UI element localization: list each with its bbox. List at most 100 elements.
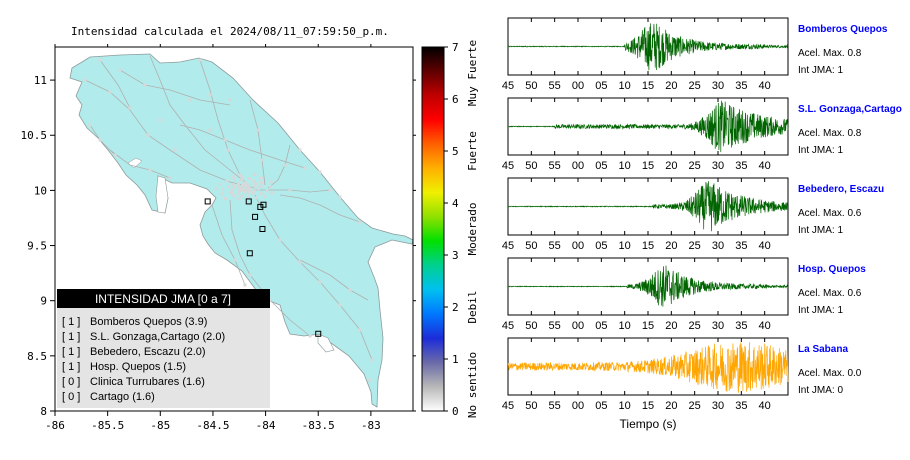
station-dot <box>318 170 322 174</box>
station-marker <box>260 201 267 208</box>
map-x-axis: -86 -85.5 -85 -84.5 -84 -83.5 -83 <box>45 44 381 432</box>
station-dot <box>246 191 250 195</box>
station-marker <box>204 198 211 205</box>
station-dot <box>98 138 102 142</box>
colorbar-category-label: Fuerte <box>466 131 479 171</box>
trace-station-name: Hosp. Quepos <box>798 264 866 275</box>
x-tick-label: -84.5 <box>196 419 229 432</box>
colorbar-category-label: Debil <box>466 290 479 323</box>
station-dot <box>173 148 177 152</box>
waveform <box>507 181 789 232</box>
station-dot <box>148 168 152 172</box>
station-dot <box>243 190 247 194</box>
station-dot <box>231 175 235 179</box>
station-dot <box>218 182 222 186</box>
station-dot <box>246 196 250 200</box>
road <box>279 194 361 223</box>
trace-x-tick-label: 15 <box>642 400 654 412</box>
trace-x-tick-label: 25 <box>689 160 701 172</box>
trace-acel-max: Acel. Max. 0.8 <box>798 128 862 139</box>
road <box>109 149 171 179</box>
trace-x-tick-label: 35 <box>735 320 747 332</box>
trace-x-tick-label: 45 <box>502 80 514 92</box>
station-dot <box>253 172 257 176</box>
seismogram-trace-panel: 45 50 55 00 05 10 15 20 25 30 35 40 Bebedero, Escazu… <box>502 177 884 252</box>
legend-entry-level: [ 0 ] <box>62 376 80 388</box>
station-dot <box>254 196 258 200</box>
station-dot <box>108 90 112 94</box>
trace-int-jma: Int JMA: 1 <box>798 145 843 156</box>
trace-acel-max: Acel. Max. 0.6 <box>798 288 862 299</box>
road <box>211 204 246 286</box>
station-dot <box>88 123 92 127</box>
trace-station-name: Bomberos Quepos <box>798 24 888 35</box>
trace-int-jma: Int JMA: 1 <box>798 305 843 316</box>
trace-int-jma: Int JMA: 1 <box>798 65 843 76</box>
station-dot <box>232 194 236 198</box>
colorbar-category-labels: No sentido Debil Moderado Fuerte Muy Fuerte <box>466 40 479 418</box>
station-dot <box>256 187 260 191</box>
station-dot <box>221 187 225 191</box>
trace-x-tick-label: 25 <box>689 320 701 332</box>
trace-int-jma: Int JMA: 1 <box>798 225 843 236</box>
colorbar-tick-label: 4 <box>452 197 459 210</box>
gulf-of-nicoya <box>155 175 169 214</box>
trace-x-tick-label: 20 <box>665 240 677 252</box>
colorbar-tick-label: 5 <box>452 145 459 158</box>
station-dot <box>236 192 240 196</box>
trace-x-tick-label: 30 <box>712 320 724 332</box>
colorbar-category-label: No sentido <box>466 352 479 418</box>
station-dot <box>239 187 243 191</box>
station-dot <box>252 179 256 183</box>
y-tick-label: 10 <box>34 184 47 197</box>
trace-x-tick-label: 00 <box>572 240 584 252</box>
chart-title: Intensidad calculada el 2024/08/11_07:59… <box>71 25 389 38</box>
road <box>149 55 246 183</box>
y-tick-label: 10.5 <box>21 129 48 142</box>
station-dot <box>348 288 352 292</box>
legend-body <box>57 308 270 408</box>
road <box>119 69 231 106</box>
colorbar-tick-label: 3 <box>452 249 459 262</box>
station-dot <box>158 118 162 122</box>
station-dot <box>251 191 255 195</box>
station-dot <box>269 180 273 184</box>
station-dot <box>245 188 249 192</box>
map-panel: -86 -85.5 -85 -84.5 -84 -83.5 -83 8 8.5 9 9.5 10 10… <box>21 44 416 432</box>
road <box>254 194 373 361</box>
colorbar-gradient <box>421 46 445 412</box>
trace-x-tick-label: 35 <box>735 160 747 172</box>
y-tick-label: 8 <box>40 405 47 418</box>
station-dot <box>220 192 224 196</box>
legend-entry-level: [ 1 ] <box>62 316 80 328</box>
trace-x-tick-label: 40 <box>759 80 771 92</box>
seismogram-x-label: Tiempo (s) <box>620 417 677 431</box>
trace-x-tick-label: 55 <box>549 80 561 92</box>
station-dot <box>298 260 302 264</box>
landmass-outline <box>69 53 414 408</box>
station-dot <box>224 197 228 201</box>
station-dot <box>263 194 267 198</box>
trace-x-tick-label: 20 <box>665 400 677 412</box>
station-dot <box>146 133 150 137</box>
colorbar-tick-label: 0 <box>452 405 459 418</box>
colorbar-tick-label: 6 <box>452 93 459 106</box>
station-dot <box>233 258 237 262</box>
station-dot <box>225 179 229 183</box>
station-dot <box>338 195 342 199</box>
station-dot <box>241 183 245 187</box>
trace-x-tick-label: 00 <box>572 320 584 332</box>
trace-x-tick-label: 10 <box>619 400 631 412</box>
colorbar-tick-label: 1 <box>452 353 459 366</box>
station-dot <box>318 280 322 284</box>
station-marker <box>252 213 259 220</box>
station-dot <box>246 183 250 187</box>
station-marker <box>246 250 253 257</box>
trace-x-tick-label: 50 <box>525 240 537 252</box>
station-dot <box>228 98 232 102</box>
station-dot <box>241 188 245 192</box>
trace-x-tick-label: 30 <box>712 160 724 172</box>
station-dot <box>358 328 362 332</box>
station-dot <box>226 148 230 152</box>
station-dot <box>248 189 252 193</box>
